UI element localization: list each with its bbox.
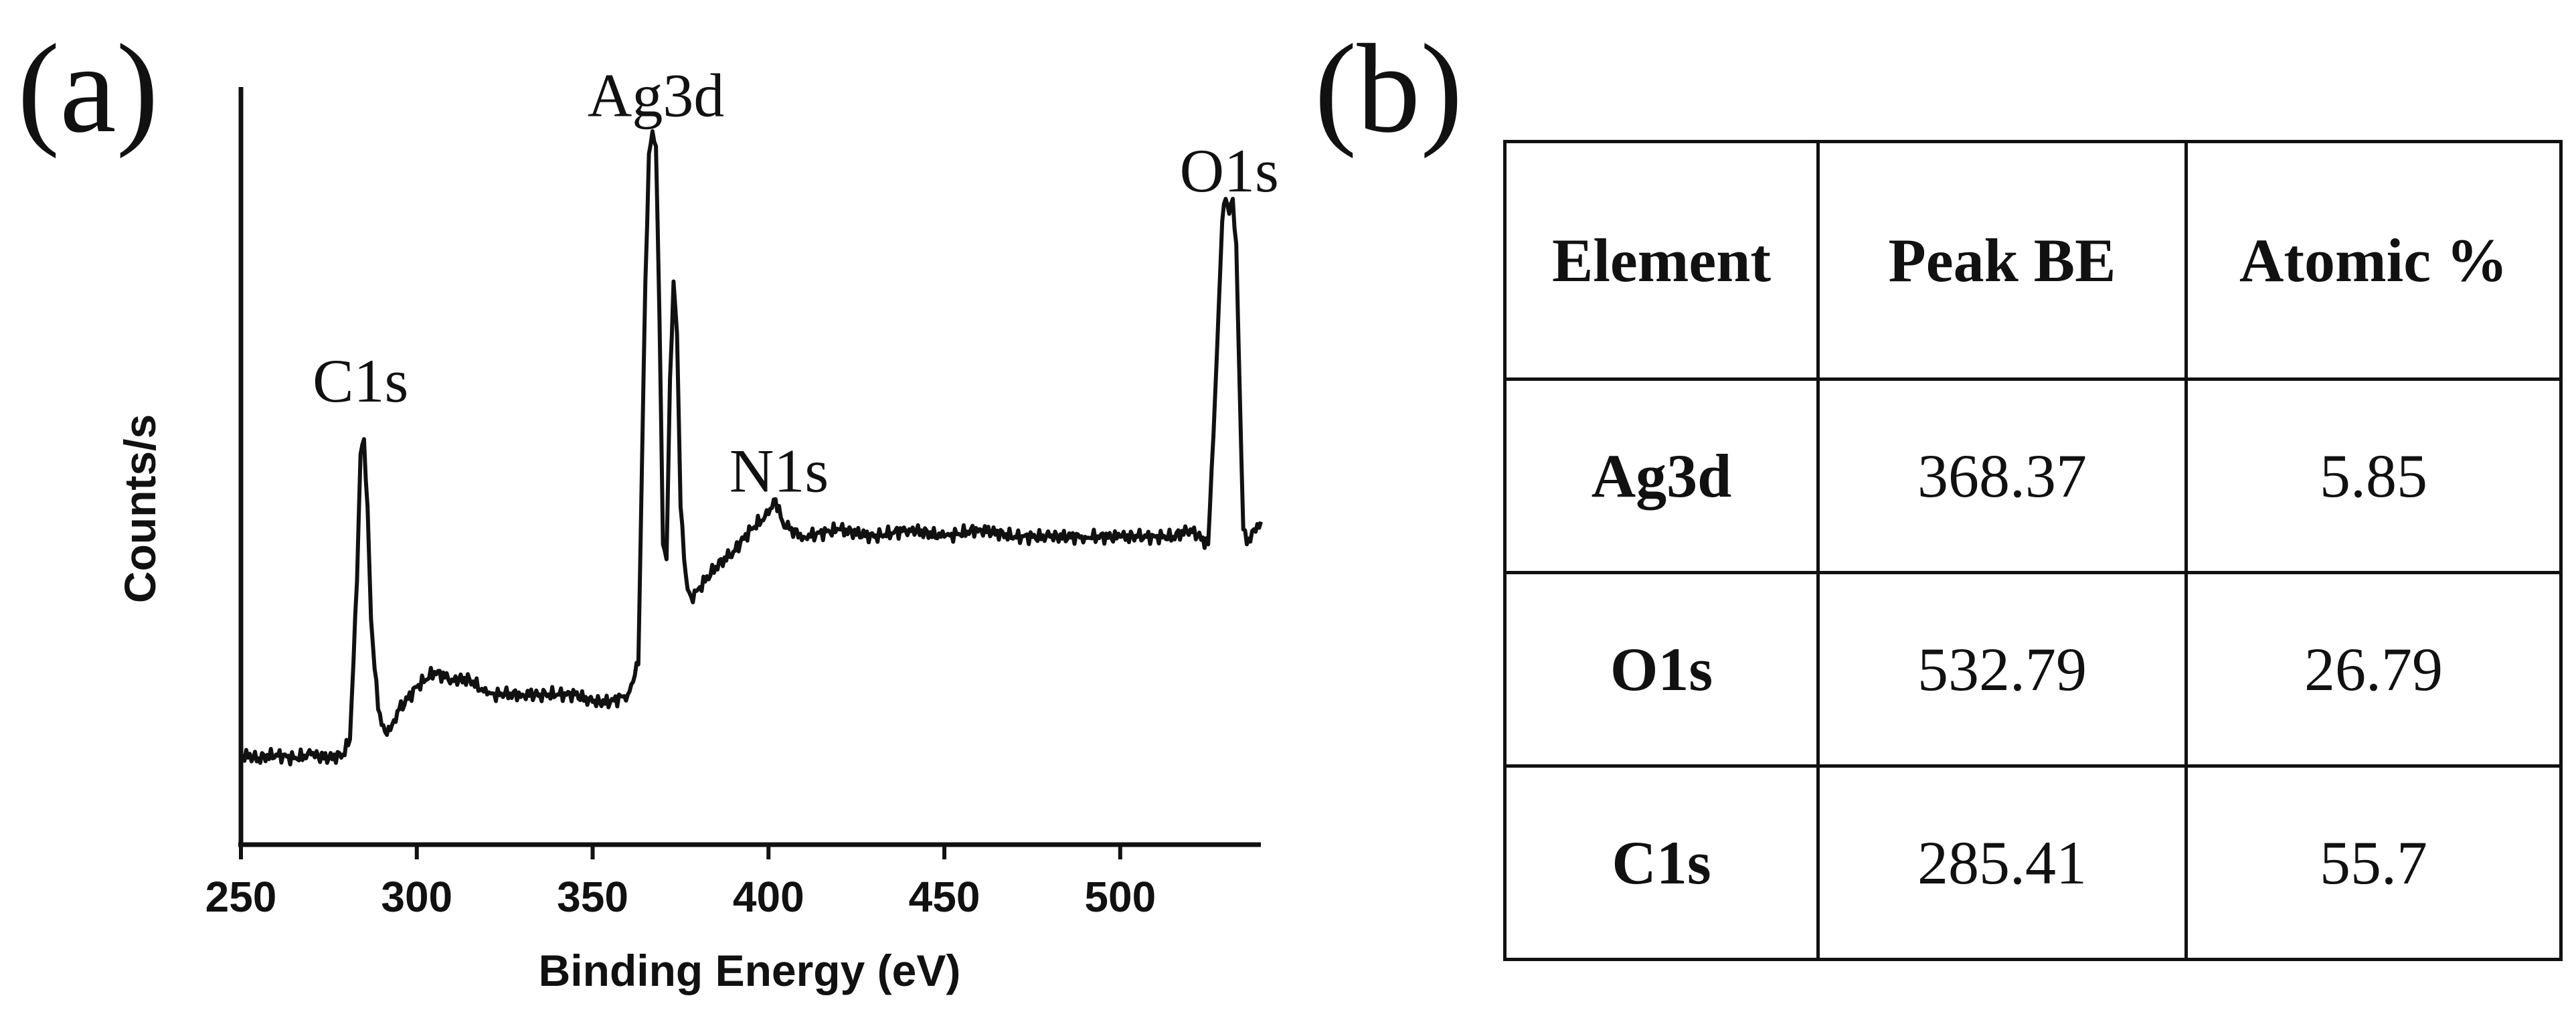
peak-labels: C1s Ag3d N1s O1s: [313, 62, 1279, 505]
x-tick-label: 450: [909, 873, 980, 921]
xps-results-table: Element Peak BE Atomic % Ag3d 368.37 5.8…: [1503, 140, 2563, 961]
table-header-row: Element Peak BE Atomic %: [1503, 140, 2563, 381]
peak-label: N1s: [729, 437, 829, 505]
peak-label: O1s: [1180, 137, 1279, 205]
table-row: C1s 285.41 55.7: [1503, 764, 2563, 961]
x-tick-label: 300: [381, 873, 452, 921]
table-row: O1s 532.79 26.79: [1503, 571, 2563, 768]
peak-label: C1s: [313, 347, 408, 415]
cell-atomic-percent: 55.7: [2184, 764, 2563, 961]
cell-peak-be: 532.79: [1816, 571, 2188, 768]
cell-atomic-percent: 26.79: [2184, 571, 2563, 768]
cell-element: Ag3d: [1503, 377, 1820, 574]
cell-peak-be: 368.37: [1816, 377, 2188, 574]
panel-a-label: (a): [17, 19, 159, 159]
xps-spectrum-chart: 250 300 350 400 450 500 C1s Ag3d N1s O1s Binding…: [115, 62, 1279, 995]
peak-label: Ag3d: [588, 62, 724, 130]
x-tick-label: 350: [557, 873, 628, 921]
header-element: Element: [1503, 140, 1820, 381]
x-tick-label: 500: [1084, 873, 1156, 921]
cell-peak-be: 285.41: [1816, 764, 2188, 961]
panel-b-label: (b): [1314, 19, 1463, 159]
cell-atomic-percent: 5.85: [2184, 377, 2563, 574]
x-tick-label: 400: [733, 873, 804, 921]
table-row: Ag3d 368.37 5.85: [1503, 377, 2563, 574]
cell-element: O1s: [1503, 571, 1820, 768]
cell-element: C1s: [1503, 764, 1820, 961]
x-axis-ticks: 250 300 350 400 450 500: [205, 845, 1156, 921]
x-tick-label: 250: [205, 873, 277, 921]
y-axis-title: Counts/s: [115, 414, 165, 603]
header-peak-be: Peak BE: [1816, 140, 2188, 381]
header-atomic-percent: Atomic %: [2184, 140, 2563, 381]
spectrum-series-line: [240, 129, 1263, 767]
x-axis-title: Binding Energy (eV): [539, 946, 961, 995]
